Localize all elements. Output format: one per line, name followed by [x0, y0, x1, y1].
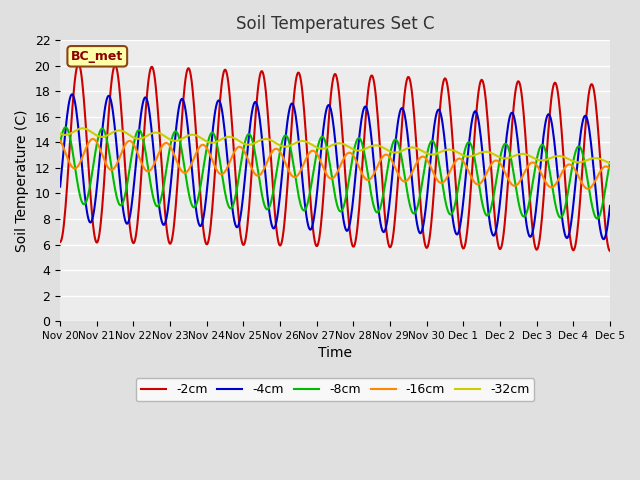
Line: -8cm: -8cm — [60, 127, 610, 218]
-2cm — [403, 78, 410, 84]
-32cm — [67, 131, 74, 137]
Line: -32cm: -32cm — [60, 128, 610, 163]
-32cm — [419, 148, 426, 154]
-4cm — [179, 97, 187, 103]
-8cm — [606, 159, 614, 165]
-8cm — [593, 216, 601, 221]
-16cm — [584, 186, 591, 192]
-2cm — [56, 239, 64, 245]
-32cm — [79, 125, 86, 131]
-16cm — [419, 154, 426, 159]
-4cm — [124, 221, 131, 227]
-4cm — [600, 236, 608, 242]
-16cm — [179, 169, 187, 175]
-2cm — [124, 197, 131, 203]
-16cm — [403, 178, 410, 184]
Line: -2cm: -2cm — [60, 64, 610, 251]
-32cm — [606, 160, 614, 166]
Line: -4cm: -4cm — [60, 95, 610, 239]
-8cm — [403, 185, 410, 191]
-32cm — [403, 146, 410, 152]
Text: BC_met: BC_met — [71, 50, 124, 63]
-2cm — [179, 97, 187, 103]
-2cm — [606, 248, 614, 254]
-16cm — [67, 161, 74, 167]
-8cm — [209, 130, 216, 135]
-2cm — [75, 61, 83, 67]
-16cm — [89, 136, 97, 142]
Y-axis label: Soil Temperature (C): Soil Temperature (C) — [15, 109, 29, 252]
-4cm — [67, 95, 74, 101]
-16cm — [124, 139, 131, 144]
-8cm — [124, 180, 131, 185]
-16cm — [606, 166, 614, 172]
-8cm — [61, 124, 69, 130]
-8cm — [179, 157, 187, 163]
-8cm — [67, 139, 75, 144]
-4cm — [56, 184, 64, 190]
-32cm — [209, 140, 216, 145]
Legend: -2cm, -4cm, -8cm, -16cm, -32cm: -2cm, -4cm, -8cm, -16cm, -32cm — [136, 378, 534, 401]
-4cm — [606, 203, 614, 209]
-16cm — [56, 138, 64, 144]
X-axis label: Time: Time — [318, 347, 352, 360]
-4cm — [68, 92, 76, 97]
-2cm — [67, 138, 74, 144]
-2cm — [209, 205, 216, 211]
Title: Soil Temperatures Set C: Soil Temperatures Set C — [236, 15, 435, 33]
-32cm — [124, 131, 131, 137]
Line: -16cm: -16cm — [60, 139, 610, 189]
-2cm — [419, 225, 426, 231]
-4cm — [419, 226, 426, 231]
-8cm — [56, 140, 64, 145]
-32cm — [56, 131, 64, 136]
-4cm — [403, 124, 410, 130]
-32cm — [179, 135, 187, 141]
-16cm — [209, 157, 216, 163]
-8cm — [419, 177, 426, 182]
-4cm — [209, 131, 216, 137]
